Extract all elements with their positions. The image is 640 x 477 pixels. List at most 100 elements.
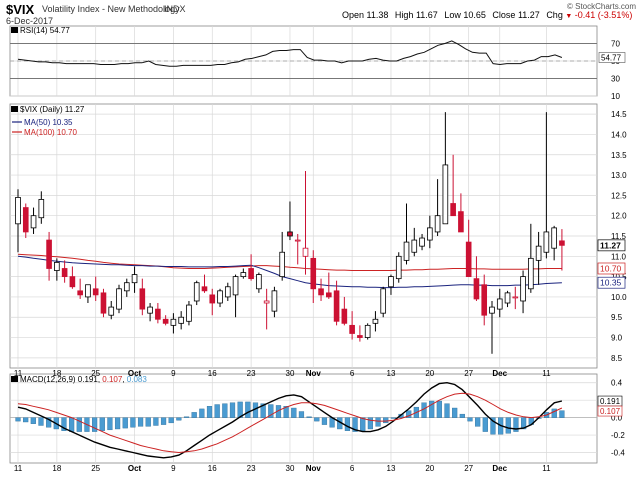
candle-body bbox=[217, 290, 223, 304]
price-y-tick-label: 14.5 bbox=[611, 110, 627, 119]
x-tick-label-price: 27 bbox=[464, 369, 473, 378]
macd-histogram-bar bbox=[513, 417, 519, 432]
macd-histogram-bar bbox=[114, 417, 121, 430]
x-tick-label-price: 13 bbox=[387, 369, 396, 378]
ma50-line bbox=[17, 255, 562, 289]
macd-histogram-bar bbox=[482, 417, 488, 432]
x-tick-label-price: 23 bbox=[247, 369, 256, 378]
macd-histogram-bar bbox=[23, 417, 29, 423]
high-label: High bbox=[394, 10, 414, 20]
macd-y-tick-label: -0.4 bbox=[611, 449, 625, 458]
macd-histogram-bar bbox=[160, 417, 167, 425]
signal-line bbox=[17, 392, 563, 454]
ma100-legend: MA(100) 10.70 bbox=[24, 128, 77, 137]
candle-body bbox=[162, 318, 169, 324]
macd-histogram-bar bbox=[260, 403, 266, 418]
x-tick-label-price: 18 bbox=[52, 369, 61, 378]
macd-histogram-bar bbox=[390, 417, 396, 419]
price-y-tick-label: 11.5 bbox=[611, 232, 627, 241]
candle-body bbox=[209, 294, 216, 304]
index-name: Volatility Index - New Methodology bbox=[42, 4, 180, 14]
x-tick-label-macd: 16 bbox=[208, 464, 217, 473]
macd-histogram-bar bbox=[459, 413, 465, 418]
candle-body bbox=[224, 286, 231, 298]
macd-histogram-bar bbox=[222, 403, 228, 418]
candle-body bbox=[54, 261, 60, 271]
candle-body bbox=[22, 207, 29, 233]
macd-histogram-bar bbox=[321, 417, 328, 425]
price-y-tick-label: 12.5 bbox=[611, 191, 627, 200]
candle-body bbox=[232, 276, 239, 296]
close-label: Close bbox=[492, 10, 516, 20]
x-tick-label-macd: Nov bbox=[306, 464, 322, 473]
candle-body bbox=[240, 272, 247, 278]
exchange-label: INDX bbox=[164, 4, 186, 14]
x-tick-label-macd: 25 bbox=[91, 464, 100, 473]
price-y-tick-label: 10.0 bbox=[611, 293, 627, 302]
macd-histogram-bar bbox=[375, 417, 381, 427]
candle-body bbox=[504, 292, 511, 304]
candle-body bbox=[108, 306, 115, 316]
signal-value-text: 0.107 bbox=[600, 407, 621, 416]
candle-body bbox=[38, 199, 45, 219]
macd-histogram-bar bbox=[15, 417, 21, 422]
price-y-tick-label: 9.5 bbox=[611, 313, 623, 322]
macd-histogram-bar bbox=[191, 412, 197, 418]
rsi-legend: RSI(14) 54.77 bbox=[20, 26, 70, 35]
candle-body bbox=[201, 286, 208, 292]
candle-body bbox=[131, 274, 138, 284]
candle-body bbox=[248, 268, 254, 280]
macd-histogram-bar bbox=[107, 417, 113, 431]
x-tick-label-macd: 20 bbox=[425, 464, 434, 473]
open-label: Open bbox=[342, 10, 365, 20]
x-tick-label-price: Oct bbox=[128, 369, 142, 378]
macd-histogram-bar bbox=[183, 416, 190, 418]
price-y-tick-label: 13.5 bbox=[611, 151, 627, 160]
candle-body bbox=[450, 203, 456, 217]
macd-histogram-bar bbox=[436, 400, 442, 418]
candle-body bbox=[403, 241, 410, 261]
macd-histogram-bar bbox=[360, 417, 366, 431]
candle-body bbox=[100, 292, 107, 314]
candle-body bbox=[395, 255, 402, 280]
close-value: 11.27 bbox=[517, 10, 540, 20]
candle-body bbox=[155, 308, 161, 320]
x-tick-label-price: 20 bbox=[425, 369, 434, 378]
candle-body bbox=[61, 268, 68, 278]
macd-histogram-bar bbox=[137, 417, 144, 427]
rsi-y-tick-label: 30 bbox=[611, 75, 620, 84]
macd-histogram-bar bbox=[352, 417, 358, 432]
macd-y-tick-label: -0.2 bbox=[611, 431, 625, 440]
candle-body bbox=[489, 306, 495, 314]
candle-body bbox=[310, 257, 317, 290]
macd-histogram-bar bbox=[91, 417, 98, 432]
candle-body bbox=[139, 288, 146, 310]
candle-body bbox=[535, 245, 542, 261]
ma100-value-box-text: 10.70 bbox=[600, 263, 622, 273]
macd-histogram-bar bbox=[130, 417, 136, 428]
macd-histogram-bar bbox=[444, 403, 450, 418]
ma50-legend: MA(50) 10.35 bbox=[24, 118, 73, 127]
x-tick-label-macd: 13 bbox=[387, 464, 396, 473]
macd-histogram-bar bbox=[406, 410, 412, 418]
low-value: 10.65 bbox=[463, 10, 486, 20]
candle-body bbox=[551, 227, 557, 249]
candle-body bbox=[15, 197, 21, 225]
macd-histogram-bar bbox=[30, 417, 36, 424]
ma50-value-box-text: 10.35 bbox=[600, 278, 622, 288]
candle-body bbox=[496, 298, 503, 310]
rsi-y-tick-label: 10 bbox=[611, 92, 620, 101]
macd-legend: MACD(12,26,9) 0.191, 0.107, 0.083 bbox=[20, 375, 147, 384]
x-tick-label-price: Dec bbox=[492, 369, 507, 378]
rsi-last-value: 54.77 bbox=[601, 54, 622, 63]
candle-body bbox=[473, 278, 480, 300]
x-tick-label-price: 16 bbox=[208, 369, 217, 378]
rsi-legend-swatch bbox=[11, 27, 18, 33]
macd-histogram-bar bbox=[99, 417, 105, 431]
candle-body bbox=[543, 231, 550, 253]
candle-body bbox=[46, 239, 52, 269]
macd-value-text: 0.191 bbox=[600, 397, 621, 406]
high-value: 11.67 bbox=[415, 10, 438, 20]
x-tick-label-price: Nov bbox=[306, 369, 322, 378]
candle-body bbox=[302, 247, 309, 257]
